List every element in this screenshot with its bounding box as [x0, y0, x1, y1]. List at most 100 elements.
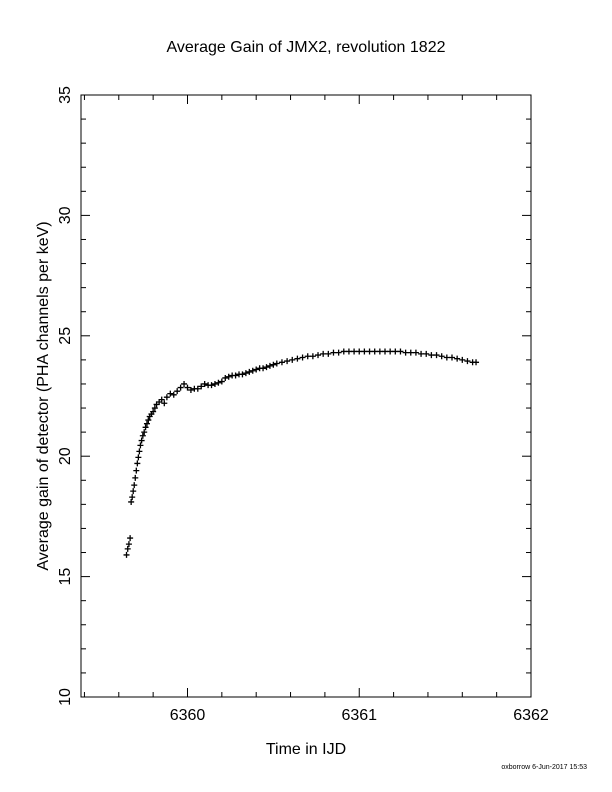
- data-point: [335, 349, 342, 356]
- data-point: [263, 364, 270, 371]
- data-points: [123, 348, 480, 558]
- y-tick-label: 35: [57, 86, 74, 104]
- data-point: [273, 360, 280, 367]
- data-point: [412, 349, 419, 356]
- data-point: [128, 498, 135, 505]
- data-point: [143, 420, 150, 427]
- data-point: [448, 354, 455, 361]
- data-point: [382, 348, 389, 355]
- data-point: [454, 355, 461, 362]
- data-point: [134, 460, 141, 467]
- data-point: [184, 384, 191, 391]
- data-point: [246, 368, 253, 375]
- plot-frame: [80, 94, 532, 698]
- data-point: [124, 545, 131, 552]
- data-point: [141, 429, 148, 436]
- data-point: [366, 348, 373, 355]
- data-point: [161, 400, 168, 407]
- data-point: [201, 380, 208, 387]
- data-point: [315, 352, 322, 359]
- data-point: [340, 348, 347, 355]
- y-tick-label: 20: [57, 447, 74, 465]
- data-point: [138, 437, 145, 444]
- data-point: [225, 373, 232, 380]
- data-point: [361, 348, 368, 355]
- footer-credit: oxborrow 6-Jun-2017 15:53: [501, 764, 587, 771]
- data-point: [407, 349, 414, 356]
- y-tick-label: 25: [57, 327, 74, 345]
- data-point: [376, 348, 383, 355]
- data-point: [239, 371, 246, 378]
- data-point: [125, 541, 132, 548]
- data-point: [127, 535, 134, 542]
- data-point: [402, 349, 409, 356]
- y-axis-label: Average gain of detector (PHA channels p…: [35, 221, 52, 570]
- data-point: [187, 386, 194, 393]
- data-point: [136, 448, 143, 455]
- x-tick-label: 6362: [513, 707, 549, 724]
- data-point: [320, 350, 327, 357]
- data-point: [151, 405, 158, 412]
- data-point: [167, 390, 174, 397]
- data-point: [464, 358, 471, 365]
- data-point: [139, 432, 146, 439]
- data-point: [473, 359, 480, 366]
- data-point: [356, 348, 363, 355]
- data-point: [232, 372, 239, 379]
- data-point: [294, 355, 301, 362]
- data-point: [142, 424, 149, 431]
- data-point: [131, 482, 138, 489]
- data-point: [443, 354, 450, 361]
- data-point: [309, 353, 316, 360]
- data-point: [345, 348, 352, 355]
- data-point: [145, 417, 152, 424]
- data-point: [249, 367, 256, 374]
- data-point: [392, 348, 399, 355]
- data-point: [266, 362, 273, 369]
- data-point: [351, 348, 358, 355]
- data-point: [135, 454, 142, 461]
- data-point: [198, 383, 205, 390]
- x-axis-label: Time in IJD: [266, 741, 346, 758]
- data-point: [158, 396, 165, 403]
- data-point: [194, 385, 201, 392]
- data-point: [211, 380, 218, 387]
- data-point: [208, 382, 215, 389]
- data-point: [304, 353, 311, 360]
- data-point: [242, 370, 249, 377]
- data-point: [325, 350, 332, 357]
- data-point: [253, 366, 260, 373]
- data-point: [132, 474, 139, 481]
- data-point: [123, 551, 130, 558]
- data-point: [137, 442, 144, 449]
- data-point: [215, 379, 222, 386]
- data-point: [278, 359, 285, 366]
- data-point: [397, 348, 404, 355]
- data-point: [330, 349, 337, 356]
- data-point: [260, 365, 267, 372]
- axis-tick-labels: 10 15 20 25 30 35 6360 6361 6362: [57, 86, 549, 724]
- data-point: [170, 391, 177, 398]
- y-tick-label: 10: [57, 688, 74, 706]
- data-point: [433, 352, 440, 359]
- data-point: [163, 394, 170, 401]
- data-point: [133, 467, 140, 474]
- data-point: [371, 348, 378, 355]
- data-point: [218, 378, 225, 385]
- data-point: [289, 356, 296, 363]
- data-point: [270, 361, 277, 368]
- data-point: [129, 494, 136, 501]
- data-point: [177, 384, 184, 391]
- data-point: [387, 348, 394, 355]
- chart-title: Average Gain of JMX2, revolution 1822: [167, 39, 446, 56]
- data-point: [418, 350, 425, 357]
- data-point: [150, 408, 157, 415]
- axis-ticks: [81, 94, 532, 698]
- data-point: [222, 374, 229, 381]
- y-tick-label: 30: [57, 206, 74, 224]
- y-tick-label: 15: [57, 568, 74, 586]
- data-point: [438, 353, 445, 360]
- data-point: [284, 358, 291, 365]
- data-point: [299, 354, 306, 361]
